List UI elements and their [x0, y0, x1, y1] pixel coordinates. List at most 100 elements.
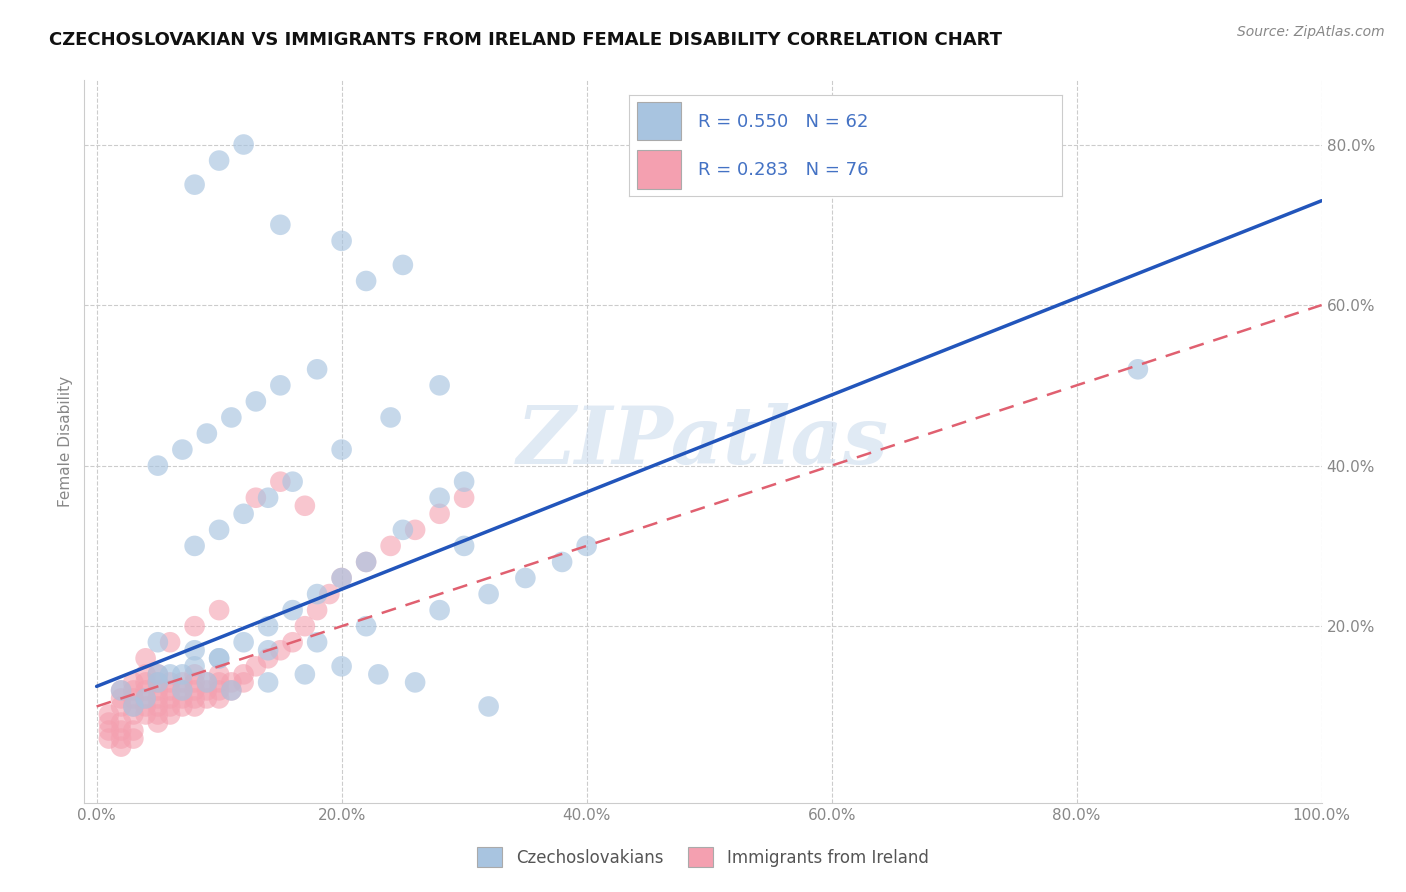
- Point: [159, 635, 181, 649]
- Point: [330, 234, 353, 248]
- Point: [478, 699, 501, 714]
- Point: [122, 699, 145, 714]
- Point: [183, 683, 205, 698]
- Point: [110, 691, 132, 706]
- Point: [453, 491, 475, 505]
- Point: [318, 587, 340, 601]
- Point: [208, 651, 231, 665]
- Point: [135, 707, 157, 722]
- Point: [257, 651, 280, 665]
- Point: [159, 707, 181, 722]
- Point: [281, 603, 304, 617]
- Point: [97, 723, 120, 738]
- Point: [232, 675, 254, 690]
- Point: [135, 691, 157, 706]
- Point: [281, 635, 304, 649]
- Point: [159, 667, 181, 681]
- Point: [257, 643, 280, 657]
- Point: [110, 723, 132, 738]
- Point: [110, 739, 132, 754]
- Point: [245, 491, 267, 505]
- Point: [354, 555, 377, 569]
- Point: [159, 675, 181, 690]
- Point: [159, 683, 181, 698]
- Point: [208, 153, 231, 168]
- Point: [307, 603, 329, 617]
- Point: [232, 507, 254, 521]
- Point: [208, 603, 231, 617]
- Point: [429, 603, 451, 617]
- Point: [122, 731, 145, 746]
- Point: [146, 715, 169, 730]
- Point: [146, 691, 169, 706]
- Point: [453, 539, 475, 553]
- Point: [122, 699, 145, 714]
- Point: [245, 659, 267, 673]
- Point: [97, 707, 120, 722]
- Point: [183, 643, 205, 657]
- Point: [183, 659, 205, 673]
- Point: [146, 699, 169, 714]
- Point: [110, 731, 132, 746]
- Point: [208, 651, 231, 665]
- Point: [429, 491, 451, 505]
- Point: [257, 619, 280, 633]
- Point: [232, 635, 254, 649]
- Point: [354, 555, 377, 569]
- Point: [172, 691, 194, 706]
- Point: [245, 394, 267, 409]
- Point: [183, 667, 205, 681]
- Point: [208, 683, 231, 698]
- Point: [183, 178, 205, 192]
- Point: [208, 675, 231, 690]
- Point: [146, 675, 169, 690]
- Point: [221, 683, 243, 698]
- Point: [367, 667, 389, 681]
- Point: [135, 667, 157, 681]
- Point: [110, 683, 132, 698]
- Y-axis label: Female Disability: Female Disability: [58, 376, 73, 508]
- Point: [172, 675, 194, 690]
- Point: [183, 619, 205, 633]
- Point: [110, 715, 132, 730]
- Point: [257, 491, 280, 505]
- Point: [172, 699, 194, 714]
- Point: [146, 635, 169, 649]
- Point: [146, 683, 169, 698]
- Point: [97, 731, 120, 746]
- Point: [110, 699, 132, 714]
- Point: [172, 442, 194, 457]
- Point: [453, 475, 475, 489]
- Point: [122, 691, 145, 706]
- Point: [122, 675, 145, 690]
- Point: [354, 274, 377, 288]
- Point: [135, 651, 157, 665]
- Point: [172, 683, 194, 698]
- Point: [551, 555, 574, 569]
- Point: [208, 523, 231, 537]
- Point: [380, 410, 402, 425]
- Point: [135, 675, 157, 690]
- Point: [307, 635, 329, 649]
- Point: [294, 499, 316, 513]
- Point: [269, 218, 291, 232]
- Point: [1126, 362, 1149, 376]
- Point: [281, 475, 304, 489]
- Point: [135, 699, 157, 714]
- Point: [122, 683, 145, 698]
- Point: [172, 683, 194, 698]
- Point: [195, 675, 218, 690]
- Point: [172, 667, 194, 681]
- Text: CZECHOSLOVAKIAN VS IMMIGRANTS FROM IRELAND FEMALE DISABILITY CORRELATION CHART: CZECHOSLOVAKIAN VS IMMIGRANTS FROM IRELA…: [49, 31, 1002, 49]
- Point: [146, 707, 169, 722]
- Point: [429, 507, 451, 521]
- Point: [294, 619, 316, 633]
- Point: [221, 675, 243, 690]
- Point: [515, 571, 537, 585]
- Text: ZIPatlas: ZIPatlas: [517, 403, 889, 480]
- Point: [330, 442, 353, 457]
- Point: [183, 539, 205, 553]
- Point: [380, 539, 402, 553]
- Point: [135, 683, 157, 698]
- Point: [269, 643, 291, 657]
